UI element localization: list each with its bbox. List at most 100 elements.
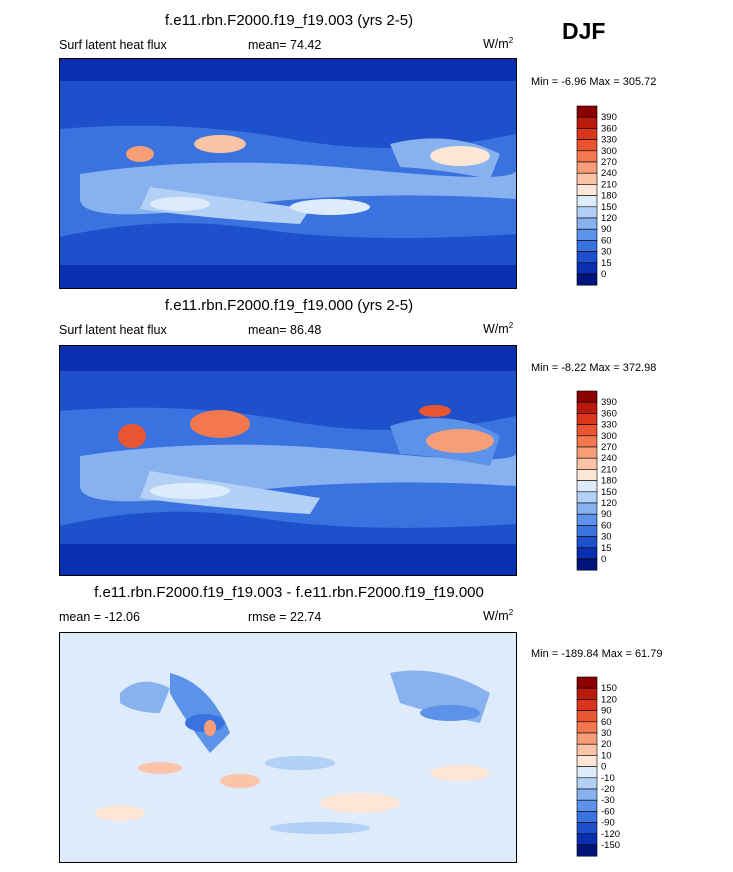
colorbar-tick-label: 0 [601, 554, 606, 565]
colorbar-swatch [576, 513, 598, 526]
panel-2-map [59, 345, 517, 576]
colorbar-tick-label: 240 [601, 168, 617, 179]
panel-3-mean-label: mean = -12.06 [59, 610, 140, 624]
season-label: DJF [562, 18, 606, 44]
colorbar-swatch [576, 435, 598, 448]
colorbar-swatch [576, 502, 598, 515]
colorbar-swatch [576, 128, 598, 140]
colorbar-swatch [576, 413, 598, 425]
panel-3-colorbar: 150 120 90 60 30 20 10 0 -10 -20 -30 -60 -90 -120 -150 [576, 676, 637, 857]
panel-1-map [59, 58, 517, 289]
colorbar-tick-label: 15 [601, 258, 612, 269]
colorbar-swatch [576, 105, 598, 118]
colorbar-swatch [576, 766, 598, 779]
colorbar-swatch [576, 217, 598, 230]
colorbar-swatch [576, 469, 598, 481]
panel-1-colorbar: 390 360 330 300 270 240 210 180 150 120 90 60 30 15 0 [576, 105, 637, 286]
colorbar-swatch [576, 172, 598, 185]
colorbar-tick-label: 0 [601, 762, 606, 773]
colorbar-swatch [576, 755, 598, 767]
colorbar-tick-label: -60 [601, 806, 615, 817]
colorbar-swatch [576, 228, 598, 241]
colorbar-swatch [576, 240, 598, 252]
colorbar-tick-label: 30 [601, 532, 612, 543]
colorbar-swatch [576, 525, 598, 537]
colorbar-tick-label: 180 [601, 476, 617, 487]
colorbar-swatch [576, 184, 598, 196]
colorbar-tick-label: 180 [601, 191, 617, 202]
colorbar-tick-label: 60 [601, 520, 612, 531]
colorbar-tick-label: 270 [601, 442, 617, 453]
panel-1-units: W/m2 [483, 36, 514, 52]
colorbar-swatch [576, 788, 598, 801]
panel-1-min-max: Min = -6.96 Max = 305.72 [531, 76, 657, 88]
colorbar-tick-label: 150 [601, 683, 617, 694]
colorbar-swatch [576, 777, 598, 790]
colorbar-swatch [576, 743, 598, 756]
panel-3-map [59, 632, 517, 863]
colorbar-tick-label: 240 [601, 453, 617, 464]
colorbar-swatch [576, 811, 598, 823]
colorbar-swatch [576, 558, 598, 571]
colorbar-swatch [576, 390, 598, 403]
colorbar-tick-label: 330 [601, 135, 617, 146]
colorbar-tick-label: 0 [601, 269, 606, 280]
colorbar-tick-label: 120 [601, 213, 617, 224]
colorbar-swatch [576, 536, 598, 549]
colorbar-swatch [576, 424, 598, 437]
panel-3-rmse-label: rmse = 22.74 [248, 610, 322, 624]
colorbar-tick-label: -150 [601, 840, 620, 851]
colorbar-tick-label: 300 [601, 431, 617, 442]
colorbar-tick-label: 210 [601, 179, 617, 190]
colorbar-swatch [576, 446, 598, 459]
colorbar-swatch [576, 139, 598, 152]
colorbar-tick-label: 390 [601, 112, 617, 123]
colorbar-tick-label: 15 [601, 543, 612, 554]
colorbar-tick-label: 300 [601, 146, 617, 157]
colorbar-tick-label: 120 [601, 498, 617, 509]
colorbar-swatch [576, 676, 598, 689]
panel-2-mean-label: mean= 86.48 [248, 323, 322, 337]
colorbar-swatch [576, 273, 598, 286]
colorbar-swatch [576, 251, 598, 264]
colorbar-swatch [576, 721, 598, 734]
colorbar-swatch [576, 732, 598, 745]
panel-3-units: W/m2 [483, 608, 514, 624]
colorbar-tick-label: 150 [601, 202, 617, 213]
colorbar-tick-label: 20 [601, 739, 612, 750]
colorbar-swatch [576, 150, 598, 163]
panel-2-units: W/m2 [483, 321, 514, 337]
colorbar-swatch [576, 844, 598, 857]
panel-2-min-max: Min = -8.22 Max = 372.98 [531, 362, 657, 374]
colorbar-swatch [576, 195, 598, 208]
panel-1-mean-label: mean= 74.42 [248, 38, 322, 52]
colorbar-tick-label: 120 [601, 694, 617, 705]
colorbar-swatch [576, 833, 598, 846]
colorbar-tick-label: 30 [601, 247, 612, 258]
colorbar-tick-label: 30 [601, 728, 612, 739]
colorbar-tick-label: 90 [601, 509, 612, 520]
panel-3-title: f.e11.rbn.F2000.f19_f19.003 - f.e11.rbn.… [94, 584, 484, 601]
colorbar-swatch [576, 687, 598, 700]
panel-3-min-max: Min = -189.84 Max = 61.79 [531, 648, 663, 660]
colorbar-swatch [576, 206, 598, 219]
colorbar-tick-label: 60 [601, 235, 612, 246]
panel-2-title: f.e11.rbn.F2000.f19_f19.000 (yrs 2-5) [164, 297, 414, 314]
colorbar-tick-label: 330 [601, 420, 617, 431]
colorbar-tick-label: 270 [601, 157, 617, 168]
colorbar-tick-label: 90 [601, 224, 612, 235]
panel-2-variable-label: Surf latent heat flux [59, 323, 167, 337]
colorbar-swatch [576, 116, 598, 129]
colorbar-tick-label: 150 [601, 487, 617, 498]
colorbar-tick-label: 60 [601, 717, 612, 728]
colorbar-tick-label: -30 [601, 795, 615, 806]
colorbar-tick-label: -10 [601, 773, 615, 784]
colorbar-swatch [576, 799, 598, 812]
colorbar-tick-label: 90 [601, 706, 612, 717]
panel-2-colorbar: 390 360 330 300 270 240 210 180 150 120 90 60 30 15 0 [576, 390, 637, 571]
colorbar-swatch [576, 161, 598, 174]
panel-1-title: f.e11.rbn.F2000.f19_f19.003 (yrs 2-5) [164, 12, 414, 29]
colorbar-swatch [576, 457, 598, 470]
colorbar-swatch [576, 547, 598, 560]
colorbar-tick-label: -20 [601, 784, 615, 795]
